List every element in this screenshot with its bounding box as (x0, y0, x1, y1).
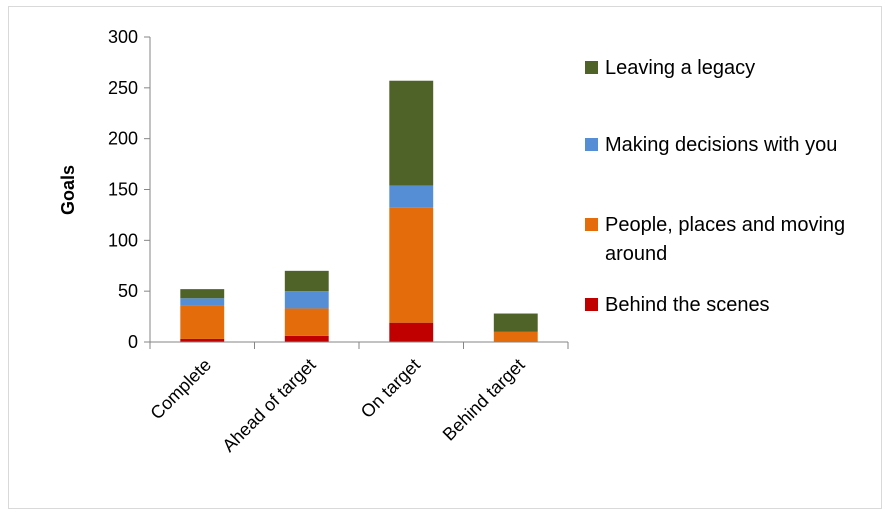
legend-swatch (585, 138, 598, 151)
bar-segment-behind-the-scenes-complete (180, 338, 225, 342)
bar-segment-leaving-a-legacy-ahead-of-target (284, 270, 329, 292)
legend-label-line: Behind the scenes (605, 294, 770, 316)
legend-swatch (585, 218, 598, 231)
bar-segment-making-decisions-with-you-complete (180, 298, 225, 306)
bar-segment-behind-the-scenes-ahead-of-target (284, 335, 329, 342)
legend-swatch (585, 61, 598, 74)
x-tick-label: Ahead of target (218, 355, 319, 456)
y-tick-label: 300 (108, 27, 138, 47)
legend-label: Behind the scenes (605, 294, 770, 316)
axes-layer: 0 50 100 150 200 250 300 Complete Ahead of targe… (108, 27, 569, 456)
y-tick-label: 150 (108, 180, 138, 200)
legend-swatch (585, 298, 598, 311)
legend-label: People, places and moving around (605, 214, 845, 265)
legend-label-line: Leaving a legacy (605, 57, 755, 79)
legend-label-line: Making decisions with you (605, 134, 837, 156)
bar-segment-people-places-and-moving-around-ahead-of-target (284, 308, 329, 336)
bars-layer (180, 80, 538, 342)
y-tick-label: 200 (108, 129, 138, 149)
y-tick-label: 100 (108, 230, 138, 250)
bar-segment-leaving-a-legacy-on-target (389, 80, 434, 186)
legend-label: Leaving a legacy (605, 57, 755, 79)
x-tick-label: Behind target (439, 355, 529, 445)
y-axis-title-group: Goals (58, 165, 78, 215)
legend: Leaving a legacy Making decisions with yo… (585, 57, 845, 316)
legend-label-line: People, places and moving (605, 214, 845, 236)
y-tick-label: 250 (108, 78, 138, 98)
chart-frame (8, 6, 882, 509)
x-tick-label: Complete (146, 355, 215, 424)
legend-label-line: around (605, 243, 667, 265)
bar-segment-people-places-and-moving-around-behind-target (493, 331, 538, 342)
bar-segment-leaving-a-legacy-complete (180, 289, 225, 299)
bar-segment-people-places-and-moving-around-on-target (389, 207, 434, 323)
bar-segment-making-decisions-with-you-ahead-of-target (284, 291, 329, 309)
x-tick-label: On target (357, 355, 424, 422)
y-axis-title: Goals (58, 165, 78, 215)
bar-segment-people-places-and-moving-around-complete (180, 305, 225, 339)
bar-segment-making-decisions-with-you-on-target (389, 185, 434, 208)
y-tick-label: 0 (128, 332, 138, 352)
bar-segment-leaving-a-legacy-behind-target (493, 313, 538, 332)
bar-segment-behind-the-scenes-on-target (389, 322, 434, 342)
y-tick-label: 50 (118, 281, 138, 301)
legend-label: Making decisions with you (605, 134, 837, 156)
